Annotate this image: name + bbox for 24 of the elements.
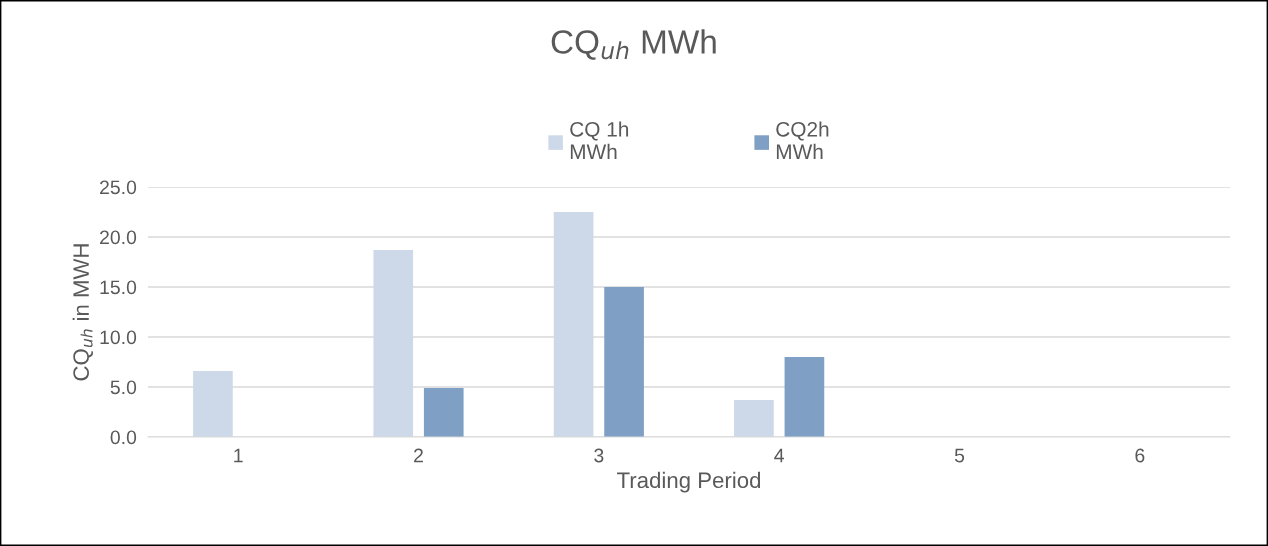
y-tick-label: 10.0 — [100, 330, 137, 345]
bar — [423, 388, 464, 437]
y-tick-label: 0.0 — [110, 430, 137, 445]
bar — [784, 357, 825, 437]
bar — [604, 287, 644, 437]
bar — [193, 371, 233, 437]
y-tick-label: 20.0 — [100, 230, 137, 245]
x-tick-label: 3 — [594, 448, 604, 463]
x-tick-label: 4 — [774, 448, 784, 463]
x-tick-label: 6 — [1135, 448, 1145, 463]
x-axis-title: Trading Period — [617, 471, 761, 493]
legend-label: CQ 1h MWh — [570, 121, 629, 159]
bar — [734, 400, 774, 437]
bar — [553, 212, 594, 437]
y-tick-label: 15.0 — [100, 280, 137, 295]
chart-title: CQ$_{uh}$ MWh — [551, 29, 716, 60]
y-tick-label: 5.0 — [110, 380, 137, 395]
x-tick-label: 1 — [234, 448, 243, 463]
y-tick-label: 25.0 — [100, 180, 137, 195]
x-tick-label: 5 — [954, 448, 965, 463]
bar — [373, 250, 414, 437]
legend-label: CQ2h MWh — [776, 121, 829, 159]
x-tick-label: 2 — [414, 448, 423, 463]
y-axis-title: CQ$_{uh}$ in MWH — [72, 244, 93, 381]
